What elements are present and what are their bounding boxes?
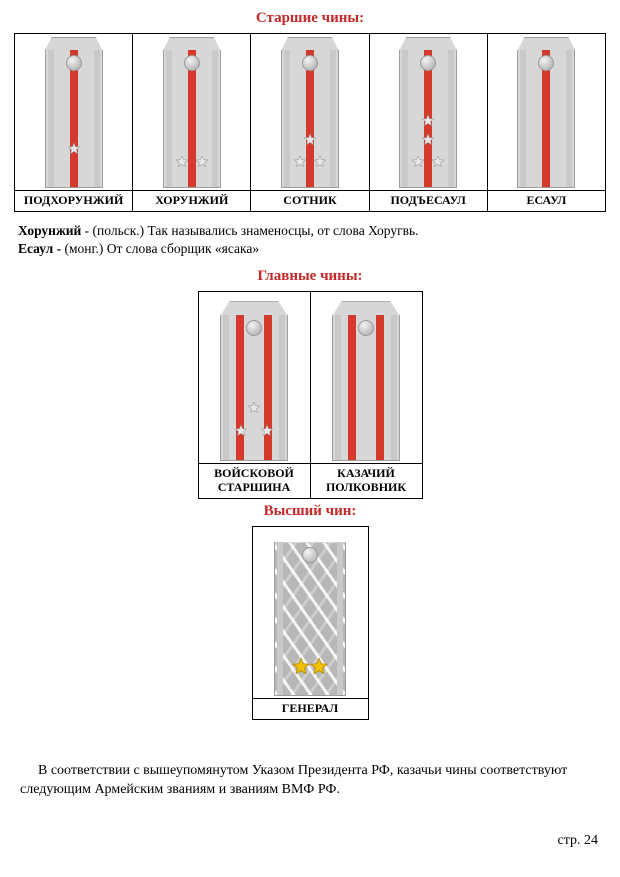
def-khorunzhiy: - (польск.) Так назывались знаменосцы, о… <box>81 223 418 238</box>
rank-star <box>411 155 425 169</box>
shoulder-board <box>137 38 246 188</box>
rank-star <box>293 155 307 169</box>
main-insignia-row <box>198 292 422 464</box>
term-khorunzhiy: Хорунжий <box>18 223 81 238</box>
senior-label-row: ПОДХОРУНЖИЙХОРУНЖИЙСОТНИКПОДЪЕСАУЛЕСАУЛ <box>15 191 606 212</box>
page-number: стр. 24 <box>14 833 598 849</box>
rank-label: КАЗАЧИЙПОЛКОВНИК <box>310 464 422 499</box>
rank-label: СОТНИК <box>251 191 369 212</box>
main-label-row: ВОЙСКОВОЙСТАРШИНАКАЗАЧИЙПОЛКОВНИК <box>198 464 422 499</box>
rank-star <box>291 657 311 677</box>
insignia-cell <box>251 34 369 191</box>
insignia-cell <box>487 34 605 191</box>
rank-star <box>175 155 189 169</box>
shoulder-board <box>203 296 306 461</box>
board-button-icon <box>184 55 200 71</box>
rank-star <box>195 155 209 169</box>
rank-star <box>431 155 445 169</box>
board-button-icon <box>246 320 262 336</box>
shoulder-board <box>492 38 601 188</box>
board-button-icon <box>420 55 436 71</box>
section-title-main: Главные чины: <box>14 268 606 285</box>
board-button-icon <box>66 55 82 71</box>
shoulder-board <box>257 531 364 696</box>
shoulder-board <box>315 296 418 461</box>
def-esaul: (монг.) От слова сборщик «ясака» <box>64 241 259 256</box>
main-ranks-table: ВОЙСКОВОЙСТАРШИНАКАЗАЧИЙПОЛКОВНИК <box>198 291 423 499</box>
shoulder-board <box>255 38 364 188</box>
rank-label: ПОДХОРУНЖИЙ <box>15 191 133 212</box>
rank-star <box>313 155 327 169</box>
board-button-icon <box>302 547 318 563</box>
rank-star <box>247 401 261 415</box>
rank-label: ГЕНЕРАЛ <box>252 698 368 719</box>
shoulder-board <box>19 38 128 188</box>
high-label-row: ГЕНЕРАЛ <box>252 698 368 719</box>
insignia-cell <box>15 34 133 191</box>
board-button-icon <box>302 55 318 71</box>
rank-label: ЕСАУЛ <box>487 191 605 212</box>
rank-star <box>303 133 317 147</box>
rank-label: ПОДЪЕСАУЛ <box>369 191 487 212</box>
section-title-high: Высший чин: <box>14 503 606 520</box>
rank-star <box>421 133 435 147</box>
insignia-cell <box>133 34 251 191</box>
insignia-cell <box>252 526 368 698</box>
senior-ranks-table: ПОДХОРУНЖИЙХОРУНЖИЙСОТНИКПОДЪЕСАУЛЕСАУЛ <box>14 33 606 212</box>
high-insignia-row <box>252 526 368 698</box>
definitions-block: Хорунжий - (польск.) Так назывались знам… <box>18 222 602 258</box>
rank-star <box>67 142 81 156</box>
rank-label: ВОЙСКОВОЙСТАРШИНА <box>198 464 310 499</box>
rank-star <box>421 114 435 128</box>
rank-star <box>309 657 329 677</box>
rank-label: ХОРУНЖИЙ <box>133 191 251 212</box>
board-button-icon <box>538 55 554 71</box>
rank-star <box>234 424 248 438</box>
term-esaul: Есаул - <box>18 241 64 256</box>
section-title-senior: Старшие чины: <box>14 10 606 27</box>
insignia-cell <box>310 292 422 464</box>
footnote: В соответствии с вышеупомянутом Указом П… <box>20 762 600 800</box>
insignia-cell <box>198 292 310 464</box>
shoulder-board <box>374 38 483 188</box>
senior-insignia-row <box>15 34 606 191</box>
board-button-icon <box>358 320 374 336</box>
high-ranks-table: ГЕНЕРАЛ <box>252 526 369 720</box>
rank-star <box>260 424 274 438</box>
insignia-cell <box>369 34 487 191</box>
document-page: Старшие чины: ПОДХОРУНЖИЙХОРУНЖИЙСОТНИКП… <box>0 0 620 859</box>
